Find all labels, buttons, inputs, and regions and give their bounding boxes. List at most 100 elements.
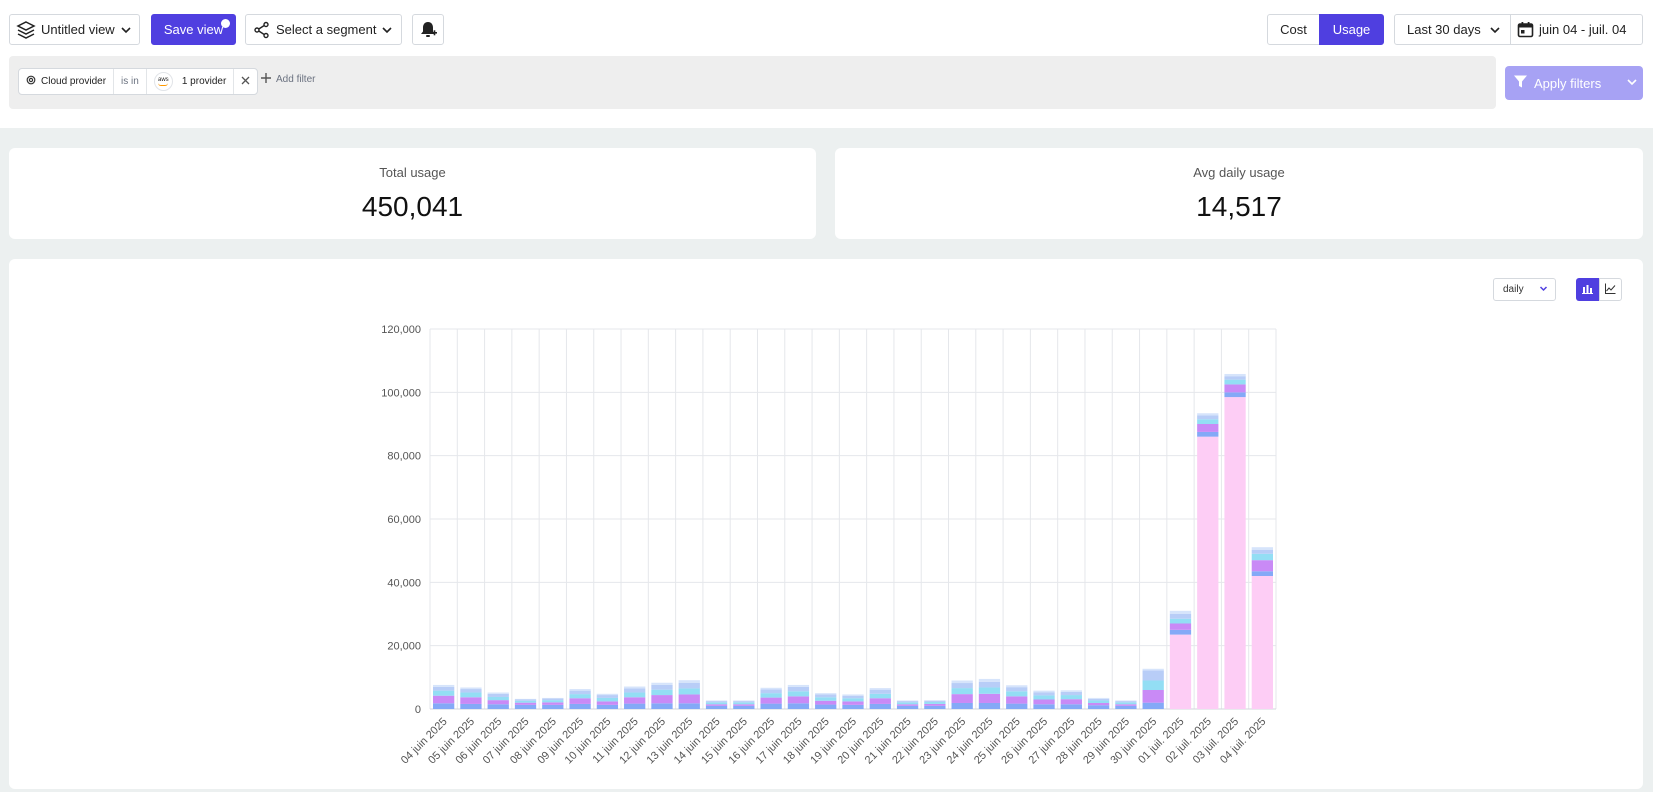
date-picker[interactable]: juin 04 - juil. 04 bbox=[1510, 14, 1643, 45]
bar-segment bbox=[651, 682, 673, 685]
avg-daily-usage-value: 14,517 bbox=[1196, 191, 1282, 222]
bar-segment bbox=[978, 687, 1001, 694]
cost-toggle[interactable]: Cost bbox=[1267, 14, 1320, 45]
bar-segment bbox=[1006, 685, 1028, 688]
bar-segment bbox=[733, 704, 755, 706]
bar-segment bbox=[433, 684, 455, 687]
filter-chip[interactable]: Cloud provider is in aws 1 provider bbox=[18, 68, 259, 95]
save-view-label: Save view bbox=[163, 22, 224, 37]
bar-segment bbox=[978, 681, 1001, 688]
aws-logo-icon: aws bbox=[153, 72, 173, 91]
view-label: Untitled view bbox=[41, 22, 115, 37]
bar-segment bbox=[542, 697, 564, 699]
bar-segment bbox=[705, 705, 728, 709]
bar-segment bbox=[1251, 549, 1273, 554]
bar-segment bbox=[1224, 384, 1246, 393]
bar-segment bbox=[460, 703, 482, 709]
filter-value[interactable]: aws 1 provider bbox=[147, 69, 235, 94]
bar-segment bbox=[924, 700, 946, 701]
bar-segment bbox=[1060, 691, 1082, 696]
apply-filters-main[interactable]: Apply filters bbox=[1505, 74, 1620, 92]
bar-segment bbox=[1169, 614, 1192, 619]
filter-value-label: 1 provider bbox=[181, 76, 227, 87]
bar-segment bbox=[733, 700, 755, 702]
bar-segment bbox=[596, 697, 619, 702]
bar-segment bbox=[433, 695, 455, 704]
bar-segment bbox=[951, 683, 973, 689]
bar-segment bbox=[487, 692, 509, 694]
chevron-down-icon bbox=[381, 24, 393, 36]
bar-segment bbox=[896, 700, 919, 702]
bar-segment bbox=[1060, 699, 1082, 705]
bar-segment bbox=[542, 704, 564, 709]
bar-segment bbox=[1197, 415, 1219, 420]
apply-filters-button[interactable]: Apply filters bbox=[1505, 66, 1643, 100]
bar-segment bbox=[1169, 629, 1192, 635]
bar-segment bbox=[1224, 392, 1246, 398]
interval-label: daily bbox=[1503, 284, 1524, 295]
bar-segment bbox=[678, 682, 700, 689]
bar-segment bbox=[815, 694, 837, 698]
bar-segment bbox=[1033, 695, 1055, 700]
top-toolbar: Untitled view Save view Select a segment… bbox=[0, 0, 1653, 128]
y-tick-label: 0 bbox=[415, 704, 421, 716]
bar-chart-icon bbox=[1582, 281, 1593, 299]
bar-segment bbox=[1251, 547, 1273, 550]
bar-segment bbox=[487, 693, 509, 697]
bar-segment bbox=[924, 705, 946, 709]
bar-segment bbox=[1197, 436, 1219, 709]
bar-segment bbox=[869, 689, 891, 694]
bar-segment bbox=[433, 690, 455, 696]
segment-selector[interactable]: Select a segment bbox=[245, 14, 402, 45]
add-filter-button[interactable]: Add filter bbox=[260, 72, 315, 87]
date-range-selector[interactable]: Last 30 days bbox=[1394, 14, 1511, 45]
chevron-down-icon bbox=[120, 24, 132, 36]
bar-segment bbox=[924, 700, 946, 703]
total-usage-card: Total usage 450,041 bbox=[9, 148, 816, 239]
remove-filter-button[interactable] bbox=[234, 69, 257, 94]
save-view-button[interactable]: Save view bbox=[151, 14, 236, 45]
bar-segment bbox=[651, 703, 673, 709]
bar-segment bbox=[1197, 424, 1219, 432]
bar-segment bbox=[1033, 699, 1055, 705]
interval-select[interactable]: daily bbox=[1493, 278, 1556, 301]
bar-segment bbox=[624, 703, 646, 709]
usage-toggle[interactable]: Usage bbox=[1319, 14, 1384, 45]
bar-segment bbox=[487, 704, 509, 709]
bar-segment bbox=[1197, 431, 1219, 437]
bar-segment bbox=[596, 693, 619, 696]
bar-segment bbox=[433, 703, 455, 709]
view-selector[interactable]: Untitled view bbox=[9, 14, 140, 45]
chevron-down-icon bbox=[1626, 76, 1638, 91]
bar-segment bbox=[1224, 373, 1246, 377]
bar-segment bbox=[1142, 680, 1164, 690]
bar-segment bbox=[1169, 623, 1192, 630]
filter-field[interactable]: Cloud provider bbox=[19, 69, 115, 94]
bar-segment bbox=[1115, 702, 1137, 705]
chevron-down-icon bbox=[1489, 24, 1501, 36]
y-tick-label: 40,000 bbox=[387, 577, 421, 589]
line-chart-icon bbox=[1605, 281, 1616, 299]
bar-segment bbox=[487, 700, 509, 705]
bar-segment bbox=[815, 693, 837, 695]
bar-segment bbox=[896, 702, 919, 705]
add-alert-button[interactable] bbox=[412, 14, 444, 45]
bar-segment bbox=[787, 703, 810, 709]
bar-segment bbox=[1033, 690, 1055, 693]
bar-segment bbox=[678, 680, 700, 683]
filter-field-label: Cloud provider bbox=[41, 76, 107, 87]
bar-segment bbox=[514, 700, 537, 703]
segment-label: Select a segment bbox=[276, 22, 377, 37]
apply-filters-dropdown[interactable] bbox=[1620, 76, 1643, 91]
bar-chart-toggle[interactable] bbox=[1576, 278, 1599, 301]
bar-segment bbox=[869, 698, 891, 704]
bar-segment bbox=[1142, 702, 1164, 709]
bar-segment bbox=[733, 702, 755, 705]
bar-segment bbox=[896, 705, 919, 709]
provider-icon bbox=[26, 75, 36, 88]
bar-segment bbox=[842, 701, 864, 705]
bar-segment bbox=[569, 690, 591, 695]
filter-operator[interactable]: is in bbox=[114, 69, 147, 94]
line-chart-toggle[interactable] bbox=[1599, 278, 1622, 301]
